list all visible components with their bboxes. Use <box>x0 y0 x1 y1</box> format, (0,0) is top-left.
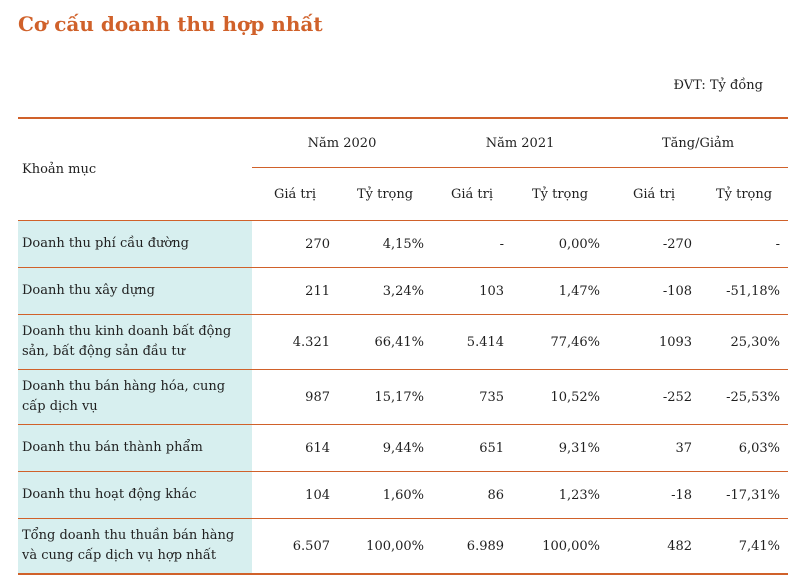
cell-value-2021: 6.989 <box>432 518 513 575</box>
subheader-share-2020: Tỷ trọng <box>338 167 433 221</box>
cell-share-2021: 1,23% <box>512 471 609 519</box>
cell-share-2021: 0,00% <box>512 220 609 268</box>
cell-value-change: -252 <box>608 369 701 425</box>
table-row: Doanh thu xây dựng 211 3,24% 103 1,47% -… <box>18 267 789 315</box>
row-label: Doanh thu bán thành phẩm <box>18 424 252 472</box>
cell-share-2020: 9,44% <box>338 424 433 472</box>
cell-share-2020: 3,24% <box>338 267 433 315</box>
page-title: Cơ cấu doanh thu hợp nhất <box>18 12 323 36</box>
header-group-2020: Năm 2020 <box>252 117 433 168</box>
cell-value-2020: 211 <box>252 267 338 315</box>
cell-share-2021: 9,31% <box>512 424 609 472</box>
subheader-share-2021: Tỷ trọng <box>512 167 609 221</box>
subheader-value-2020: Giá trị <box>252 167 338 221</box>
cell-share-change: - <box>700 220 789 268</box>
cell-value-2020: 4.321 <box>252 314 338 370</box>
revenue-table: Khoản mục Năm 2020 Năm 2021 Tăng/Giảm Gi… <box>18 117 789 575</box>
cell-value-2021: 651 <box>432 424 513 472</box>
cell-value-2020: 104 <box>252 471 338 519</box>
header-khoan-muc: Khoản mục <box>18 117 252 221</box>
row-label: Doanh thu xây dựng <box>18 267 252 315</box>
cell-value-change: -108 <box>608 267 701 315</box>
table-row: Doanh thu phí cầu đường 270 4,15% - 0,00… <box>18 220 789 268</box>
cell-value-change: 37 <box>608 424 701 472</box>
table-row-total: Tổng doanh thu thuần bán hàng và cung cấ… <box>18 518 789 575</box>
cell-value-change: -18 <box>608 471 701 519</box>
cell-share-2020: 4,15% <box>338 220 433 268</box>
header-group-2021: Năm 2021 <box>432 117 609 168</box>
cell-share-change: 7,41% <box>700 518 789 575</box>
unit-note: ĐVT: Tỷ đồng <box>673 78 764 93</box>
subheader-value-change: Giá trị <box>608 167 701 221</box>
header-group-change: Tăng/Giảm <box>608 117 789 168</box>
cell-value-2020: 987 <box>252 369 338 425</box>
cell-value-2020: 614 <box>252 424 338 472</box>
subheader-share-change: Tỷ trọng <box>700 167 789 221</box>
cell-value-2021: - <box>432 220 513 268</box>
cell-share-2020: 100,00% <box>338 518 433 575</box>
cell-share-2021: 77,46% <box>512 314 609 370</box>
cell-share-change: 6,03% <box>700 424 789 472</box>
cell-value-2020: 6.507 <box>252 518 338 575</box>
cell-share-2020: 66,41% <box>338 314 433 370</box>
cell-share-2021: 10,52% <box>512 369 609 425</box>
cell-value-2021: 103 <box>432 267 513 315</box>
table-row: Doanh thu hoạt động khác 104 1,60% 86 1,… <box>18 471 789 519</box>
table-row: Doanh thu bán hàng hóa, cung cấp dịch vụ… <box>18 369 789 425</box>
row-label: Doanh thu hoạt động khác <box>18 471 252 519</box>
cell-share-change: -25,53% <box>700 369 789 425</box>
cell-value-2020: 270 <box>252 220 338 268</box>
cell-share-2021: 100,00% <box>512 518 609 575</box>
cell-share-change: 25,30% <box>700 314 789 370</box>
cell-value-change: -270 <box>608 220 701 268</box>
cell-share-change: -51,18% <box>700 267 789 315</box>
cell-value-change: 1093 <box>608 314 701 370</box>
table-row: Doanh thu bán thành phẩm 614 9,44% 651 9… <box>18 424 789 472</box>
row-label: Doanh thu bán hàng hóa, cung cấp dịch vụ <box>18 369 252 425</box>
cell-share-2021: 1,47% <box>512 267 609 315</box>
cell-share-2020: 1,60% <box>338 471 433 519</box>
cell-value-change: 482 <box>608 518 701 575</box>
cell-value-2021: 86 <box>432 471 513 519</box>
subheader-value-2021: Giá trị <box>432 167 513 221</box>
row-label: Doanh thu kinh doanh bất động sản, bất đ… <box>18 314 252 370</box>
cell-value-2021: 5.414 <box>432 314 513 370</box>
row-label: Doanh thu phí cầu đường <box>18 220 252 268</box>
cell-share-2020: 15,17% <box>338 369 433 425</box>
cell-value-2021: 735 <box>432 369 513 425</box>
row-label: Tổng doanh thu thuần bán hàng và cung cấ… <box>18 518 252 575</box>
cell-share-change: -17,31% <box>700 471 789 519</box>
table-row: Doanh thu kinh doanh bất động sản, bất đ… <box>18 314 789 370</box>
